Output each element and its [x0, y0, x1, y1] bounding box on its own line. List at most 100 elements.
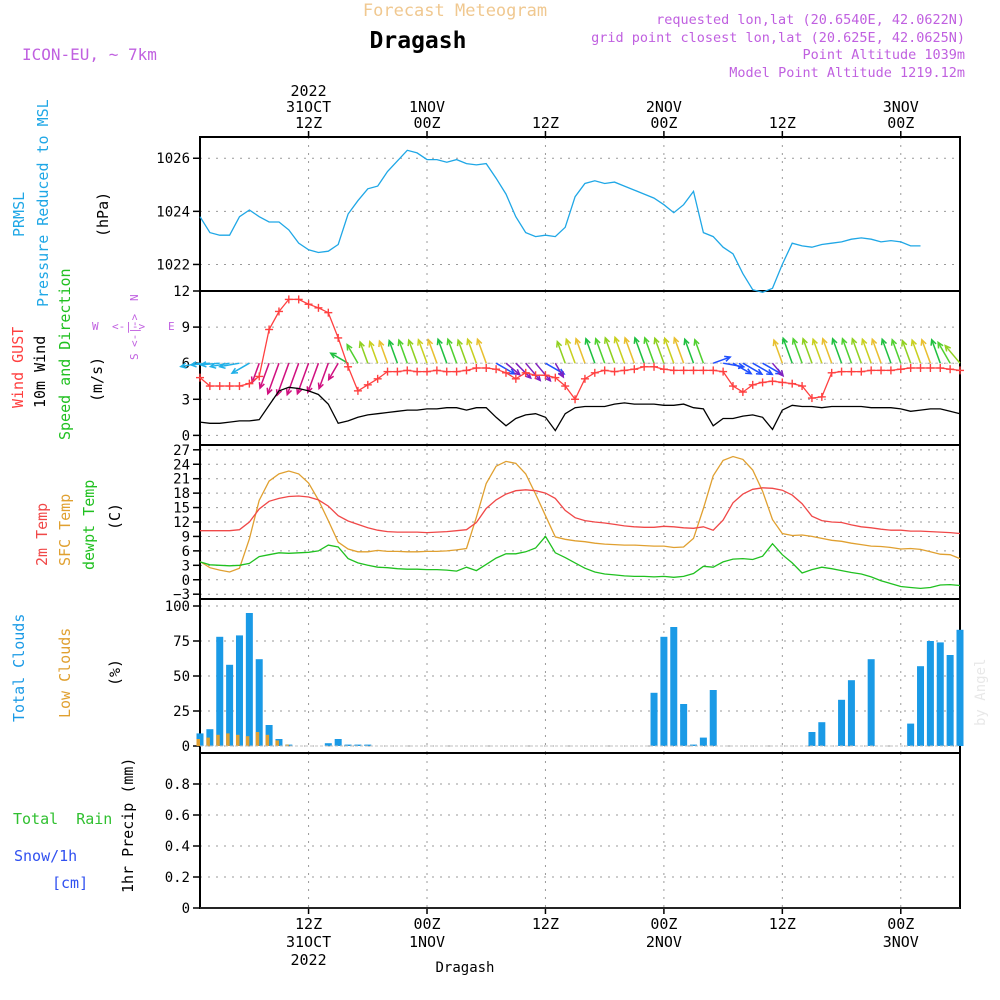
wind-arrow-shaft [554, 362, 564, 378]
wind-direction-arrow [762, 362, 783, 375]
total-cloud-bar [936, 642, 944, 746]
gust-marker [738, 388, 747, 397]
wind-arrow-shaft [937, 342, 951, 364]
compass-east: E [168, 320, 175, 333]
wind-arrow-head [920, 338, 927, 346]
wind-arrow-shaft [901, 340, 912, 364]
wind-arrow-shaft [535, 362, 551, 382]
wind-direction-arrow [663, 336, 675, 364]
gust-marker [778, 378, 787, 387]
wind-arrow-shaft [871, 338, 882, 364]
bottom-time-label: 00Z [887, 915, 914, 933]
total-cloud-bar [680, 704, 688, 746]
low-cloud-bar [255, 732, 260, 746]
gust-marker [580, 374, 589, 383]
top-time-label: 2022 [291, 82, 327, 100]
wind-direction-arrow [436, 337, 448, 364]
wind-arrow-head [772, 338, 779, 347]
wind-arrow-head [584, 337, 591, 345]
precip-ytick-label: 0.4 [165, 839, 190, 855]
wind-arrow-shaft [831, 338, 843, 364]
wind-arrow-head [258, 382, 265, 390]
top-time-label: 00Z [650, 114, 677, 132]
wind-direction-arrow [772, 338, 784, 364]
wind-arrow-head [653, 336, 660, 345]
wind-arrow-head [901, 339, 908, 347]
footer-location: Dragash [435, 960, 494, 976]
product-title: Forecast Meteogram [363, 1, 547, 21]
gust-marker [561, 382, 570, 391]
wind-arrow-head [841, 337, 848, 345]
wind-arrow-shaft [762, 362, 782, 375]
wind-arrow-head [189, 361, 197, 368]
low-clouds-label: Low Clouds [56, 628, 74, 718]
wind-direction-arrow [346, 343, 359, 364]
gust-marker [827, 368, 836, 377]
gust-marker [748, 380, 757, 389]
wind-direction-arrow [653, 336, 665, 364]
temperature-ytick-label: 21 [173, 472, 190, 488]
precip-panel: 0 0.2 0.4 0.6 0.8 [165, 752, 961, 917]
gust-marker [501, 368, 510, 377]
gust-marker [205, 382, 214, 391]
wind-arrow-shaft [595, 338, 606, 364]
top-time-label: 1NOV [409, 98, 445, 116]
wind-arrow-head [821, 337, 828, 345]
wind-arrow-head [306, 386, 313, 394]
sfctemp-label: SFC Temp [56, 494, 74, 566]
wind-direction-arrow [870, 337, 882, 364]
low-cloud-bar [216, 734, 220, 746]
wind-arrow-shaft [318, 362, 330, 389]
wind-arrow-shaft [495, 362, 516, 375]
wind-direction-arrow [387, 339, 399, 364]
wind-arrow-head [693, 338, 700, 346]
top-time-label: 3NOV [883, 98, 919, 116]
bottom-time-label: 2022 [291, 951, 327, 969]
wind-arrow-shaft [773, 339, 784, 364]
wind-arrow-head [417, 338, 424, 346]
pressure-panel-labels: PRMSL Pressure Reduced to MSL (hPa) [10, 99, 112, 307]
gridpoint-location: grid point closest lon,lat (20.625E, 42.… [591, 30, 965, 46]
wind-arrow-head [275, 389, 283, 397]
wind-direction-arrow [426, 338, 438, 364]
total-cloud-bar [670, 627, 678, 746]
bottom-time-label: 12Z [532, 915, 559, 933]
wind-direction-arrow [633, 336, 645, 364]
wind-arrow-shaft [771, 362, 784, 377]
total-cloud-bar [364, 744, 372, 746]
wind-ytick-label: 0 [182, 428, 190, 444]
gust-marker [926, 364, 935, 372]
total-cloud-bar [324, 743, 332, 746]
wind-arrow-head [603, 336, 611, 344]
gust-marker [620, 366, 629, 375]
wind-arrow-head [329, 352, 337, 359]
total-cloud-bar [216, 636, 224, 746]
wind-arrow-shaft [812, 338, 823, 364]
gust-marker [492, 365, 501, 374]
snow-unit-label: [cm] [52, 874, 88, 892]
wind-unit-label: (m/s) [88, 357, 106, 402]
clouds-ytick-label: 0 [182, 739, 190, 755]
wind-direction-arrow [623, 336, 635, 364]
wind-arrow-head [831, 337, 838, 345]
wind-arrow-shaft [267, 362, 280, 394]
wind-arrow-head [930, 338, 937, 346]
wind-arrow-head [623, 336, 630, 344]
pressure-panel: 1022 1024 1026 [156, 136, 961, 292]
wind-direction-arrow [258, 362, 270, 390]
wind-arrow-shaft [841, 338, 853, 364]
gust-marker [837, 367, 846, 376]
precip-ytick-label: 0.8 [165, 777, 190, 793]
wind-direction-arrow [851, 337, 863, 364]
gust-marker [373, 374, 382, 383]
gust-marker [719, 367, 728, 376]
model-altitude: Model Point Altitude 1219.12m [729, 65, 965, 81]
wind-arrow-shaft [378, 340, 389, 364]
wind-direction-arrow [327, 362, 339, 382]
gust-marker [847, 367, 856, 376]
wind-direction-arrow [535, 362, 552, 383]
wind-arrow-head [937, 340, 944, 349]
temperature-ytick-label: 18 [173, 486, 190, 502]
wind-direction-arrow [317, 362, 330, 391]
